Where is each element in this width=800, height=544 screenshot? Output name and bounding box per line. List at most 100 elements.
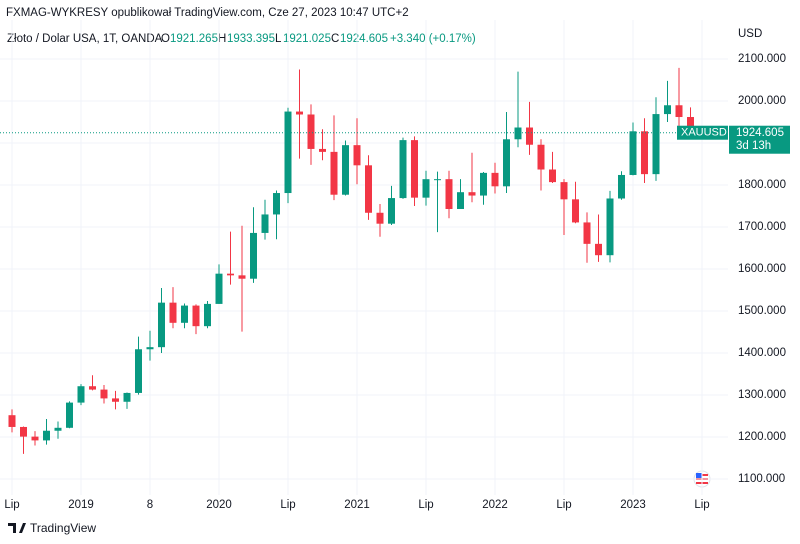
candle-body (192, 305, 200, 327)
candle-body (204, 303, 211, 327)
candle-body (342, 145, 349, 195)
candle-body (652, 114, 660, 175)
candle-body (353, 145, 361, 166)
candle-body (296, 111, 303, 115)
legend-l: 1921.025 (283, 33, 331, 45)
candle-body (583, 222, 591, 244)
candle-body (376, 212, 384, 224)
legend-o-label: O (161, 33, 170, 45)
candle-body (664, 105, 671, 115)
candle-body (411, 140, 418, 198)
countdown-label: 3d 13h (736, 140, 771, 152)
y-tick-label: 1800.000 (738, 179, 786, 191)
candle-body (77, 386, 85, 403)
price-label: 1924.605 (736, 127, 784, 139)
candle-body (491, 172, 499, 187)
candle-body (123, 392, 131, 402)
legend-h-label: H (218, 33, 226, 45)
x-tick-label: Lip (694, 499, 709, 511)
x-tick-label: 2023 (620, 499, 646, 511)
candle-body (319, 148, 326, 152)
x-tick-label: 2022 (482, 499, 508, 511)
candle-body (457, 192, 464, 209)
y-tick-label: 1600.000 (738, 263, 786, 275)
candle-body (549, 169, 556, 183)
candle-body (537, 144, 545, 170)
candle-body (146, 347, 154, 350)
candle-body (181, 305, 188, 323)
candle-body (261, 214, 269, 233)
symbol-tag (677, 125, 728, 140)
x-tick-label: Lip (556, 499, 571, 511)
candle-body (434, 179, 441, 181)
plot: 1100.000 1200.000 1300.000 1400.000 1500.000… (0, 20, 790, 511)
y-tick-label: 1200.000 (738, 431, 786, 443)
y-tick-label: 1100.000 (738, 473, 785, 485)
candle-body (8, 415, 16, 427)
candle-body (365, 165, 372, 213)
y-tick-label: 1700.000 (738, 221, 786, 233)
header-title: FXMAG-WYKRESY opublikował TradingView.co… (6, 7, 409, 19)
legend-c: 1924.605 (340, 33, 388, 45)
candle-body (422, 179, 430, 198)
x-tick-label: 8 (147, 499, 153, 511)
brand-name: TradingView (30, 521, 96, 535)
y-tick-label: 1500.000 (738, 305, 786, 317)
candle-body (526, 127, 533, 145)
y-tick-label: 1300.000 (738, 389, 786, 401)
candle-body (20, 426, 27, 437)
candle-body (273, 193, 280, 215)
candle-body (388, 198, 395, 224)
candle-body (54, 427, 62, 431)
brand: TradingView (8, 521, 96, 535)
candle-body (307, 114, 315, 149)
candle-body (606, 198, 614, 256)
legend: Złoto / Dolar USA, 1T, OANDA O 1921.265 … (7, 33, 476, 45)
candle-body (595, 243, 602, 256)
candle-body (503, 139, 510, 187)
candle-body (675, 105, 683, 118)
candle-body (560, 182, 568, 200)
legend-o: 1921.265 (170, 33, 218, 45)
y-tick-label: 2100.000 (738, 53, 786, 65)
candle-body (135, 349, 142, 393)
candle-body (629, 131, 637, 175)
candle-body (89, 386, 96, 390)
x-tick-label: Lip (4, 499, 19, 511)
candle-body (445, 179, 453, 209)
candle-body (330, 151, 338, 195)
legend-symbol: Złoto / Dolar USA, 1T, OANDA (7, 33, 163, 45)
candle-body (641, 131, 648, 175)
candle-body (112, 398, 119, 402)
candle-body (43, 430, 50, 441)
candle-body (169, 302, 177, 323)
legend-l-label: L (275, 33, 282, 45)
price-tag (729, 125, 790, 154)
legend-c-label: C (331, 33, 339, 45)
candle-body (238, 275, 246, 279)
candle-body (227, 273, 234, 276)
x-tick-label: 2019 (68, 499, 94, 511)
x-tick-label: 2020 (206, 499, 232, 511)
y-tick-label: 2000.000 (738, 95, 786, 107)
candle-body (158, 302, 165, 348)
candle-body (468, 192, 476, 196)
candle-body (215, 273, 223, 304)
candle-body (480, 172, 487, 196)
x-tick-label: 2021 (344, 499, 370, 511)
axis-currency: USD (738, 28, 762, 40)
candle-body (618, 174, 625, 199)
legend-h: 1933.395 (227, 33, 275, 45)
candle-body (284, 111, 292, 194)
candle-body (514, 127, 522, 140)
candle-body (399, 140, 407, 199)
x-tick-label: Lip (418, 499, 433, 511)
candle-body (250, 232, 257, 279)
candle-body (31, 436, 39, 441)
candle-body (100, 389, 108, 399)
candle-body (572, 199, 579, 223)
x-tick-label: Lip (280, 499, 295, 511)
symbol-label: XAUUSD (681, 127, 727, 139)
legend-change: +3.340 (+0.17%) (390, 33, 476, 45)
